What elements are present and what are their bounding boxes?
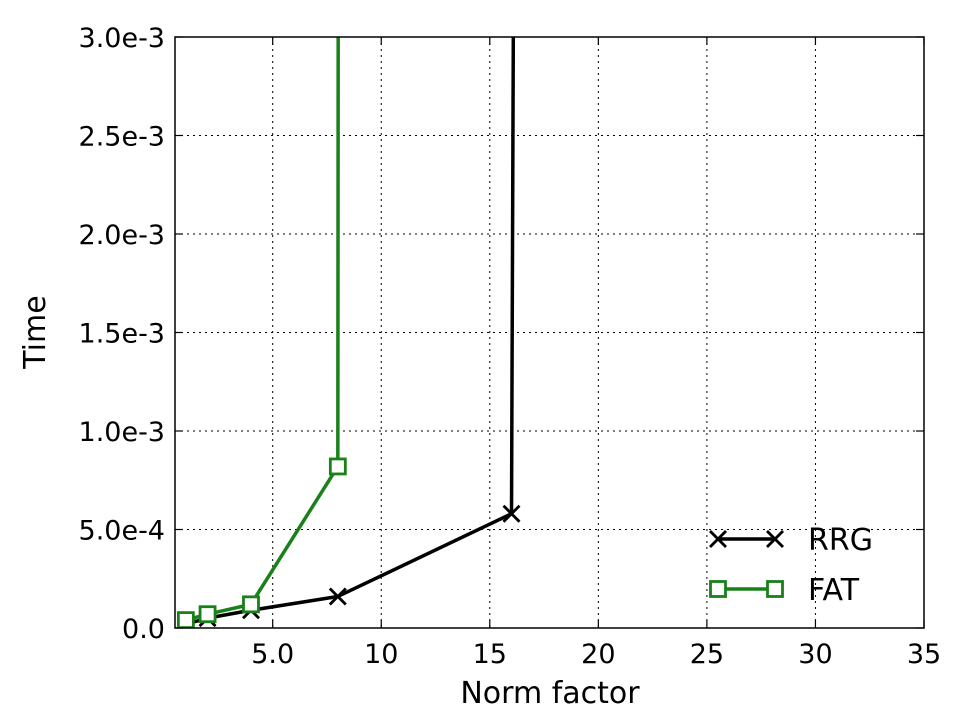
x-tick-label: 30 <box>798 639 832 670</box>
data-point <box>242 595 260 614</box>
series-lines <box>176 37 521 628</box>
x-tick-label: 25 <box>690 639 724 670</box>
legend-marker <box>709 580 727 598</box>
y-tick-label: 1.0e-3 <box>79 417 165 448</box>
data-point <box>328 457 347 476</box>
legend-marker <box>709 530 727 548</box>
series-fat <box>176 37 347 628</box>
legend-entry-rrg: RRG <box>709 523 873 558</box>
y-tick-label: 5.0e-4 <box>79 516 165 547</box>
x-tick-label: 20 <box>581 639 615 670</box>
legend: RRG FAT <box>709 523 873 608</box>
legend-marker <box>766 530 784 548</box>
x-tick-label: 35 <box>907 639 941 670</box>
legend-label: FAT <box>808 573 860 608</box>
x-tick-label: 15 <box>473 639 507 670</box>
y-tick-label: 1.5e-3 <box>79 319 165 350</box>
legend-entry-fat: FAT <box>709 573 860 608</box>
y-tick-label: 3.0e-3 <box>79 23 165 54</box>
series-line-rrg <box>185 37 516 626</box>
series-rrg <box>176 37 521 628</box>
legend-label: RRG <box>808 523 873 558</box>
data-point <box>198 605 217 624</box>
x-axis-label: Norm factor <box>460 676 640 711</box>
y-tick-label: 2.0e-3 <box>79 220 165 251</box>
series-line-fat <box>185 37 340 622</box>
data-point <box>328 587 347 606</box>
y-axis-label: Time <box>18 295 53 369</box>
x-tick-label: 10 <box>364 639 398 670</box>
y-tick-label: 2.5e-3 <box>79 122 165 153</box>
data-point <box>176 611 195 628</box>
x-tick-label: 5.0 <box>251 639 294 670</box>
data-point <box>502 504 521 523</box>
axis-ticks: 5.0 10 15 20 25 30 35 0.0 5.0e-4 1.0e-3 1.5e-3 2.0e… <box>79 23 942 670</box>
y-tick-label: 0.0 <box>122 614 165 645</box>
legend-marker <box>766 580 784 598</box>
